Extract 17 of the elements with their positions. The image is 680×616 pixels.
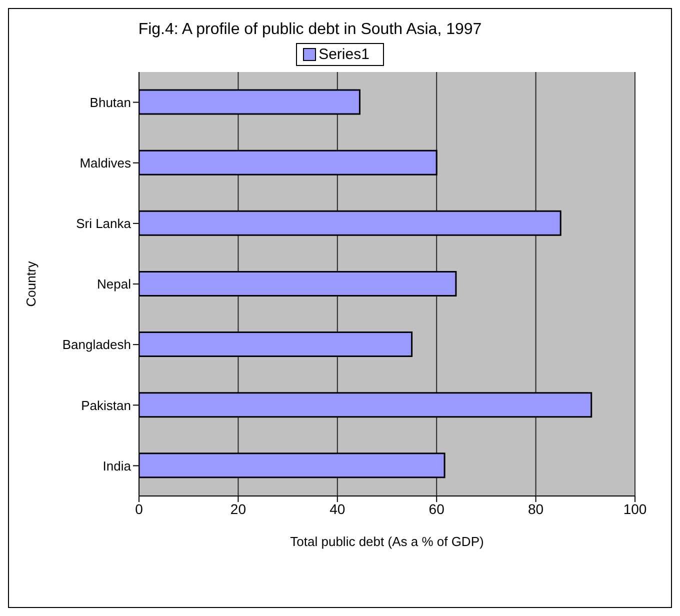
x-tick-label: 100 xyxy=(623,500,647,517)
x-tick-label: 80 xyxy=(528,500,544,517)
x-tick-label: 60 xyxy=(428,500,445,517)
x-tick-label: 0 xyxy=(135,500,144,517)
y-tick-label: Bangladesh xyxy=(62,337,131,352)
y-tick-label: Maldives xyxy=(80,155,132,170)
y-axis-title: Country xyxy=(24,260,39,307)
x-axis-title: Total public debt (As a % of GDP) xyxy=(290,534,484,549)
y-tick-label: Sri Lanka xyxy=(76,216,132,232)
legend-label: Series1 xyxy=(318,46,370,63)
y-tick-label: Pakistan xyxy=(81,398,131,413)
y-tick-label: Bhutan xyxy=(90,94,131,110)
x-tick-label: 40 xyxy=(330,500,346,517)
y-tick-label: India xyxy=(102,458,132,474)
x-tick-label: 20 xyxy=(230,500,246,517)
chart-title: Fig.4: A profile of public debt in South Asia, 1997 xyxy=(137,21,483,39)
y-tick-label: Nepal xyxy=(97,276,132,292)
